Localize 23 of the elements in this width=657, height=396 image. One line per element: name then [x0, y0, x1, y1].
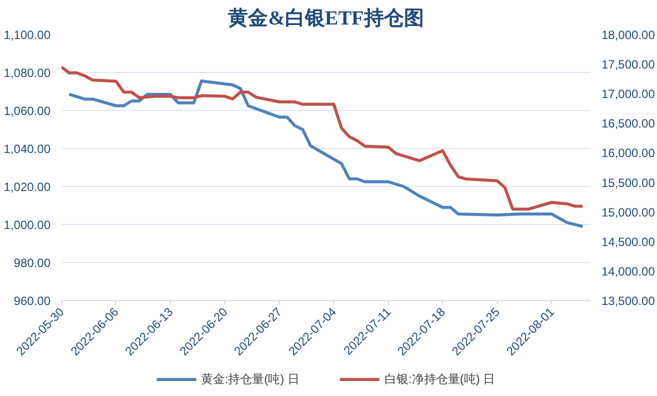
line-series: [68, 80, 584, 228]
y2-tick-label: 14,500.00: [602, 234, 656, 249]
y-tick-label: 1,100.00: [4, 28, 51, 42]
y-tick-label: 1,080.00: [4, 66, 51, 80]
legend-label: 黄金:持仓量(吨) 日: [200, 370, 300, 388]
y2-tick-label: 17,500.00: [602, 58, 656, 72]
y2-tick-label: 16,500.00: [602, 116, 656, 131]
y2-tick-label: 16,000.00: [602, 146, 656, 160]
y2-tick-label: 15,500.00: [602, 176, 656, 190]
y-tick-label: 960.00: [14, 294, 51, 308]
chart-title: 黄金&白银ETF持仓图: [227, 8, 424, 30]
y2-tick-label: 13,500.00: [602, 294, 656, 308]
y-tick-label: 1,060.00: [4, 104, 51, 118]
y2-tick-label: 18,000.00: [602, 28, 656, 42]
y2-tick-label: 15,000.00: [602, 205, 656, 220]
y-tick-label: 1,020.00: [4, 180, 51, 194]
y2-tick-label: 14,000.00: [602, 264, 656, 278]
y-tick-label: 1,000.00: [4, 218, 51, 232]
y-tick-label: 1,040.00: [4, 142, 51, 156]
y-tick-label: 980.00: [14, 256, 51, 270]
legend-label: 白银:净持仓量(吨) 日: [384, 370, 496, 388]
line-series: [62, 66, 584, 211]
y2-tick-label: 17,000.00: [602, 87, 656, 102]
